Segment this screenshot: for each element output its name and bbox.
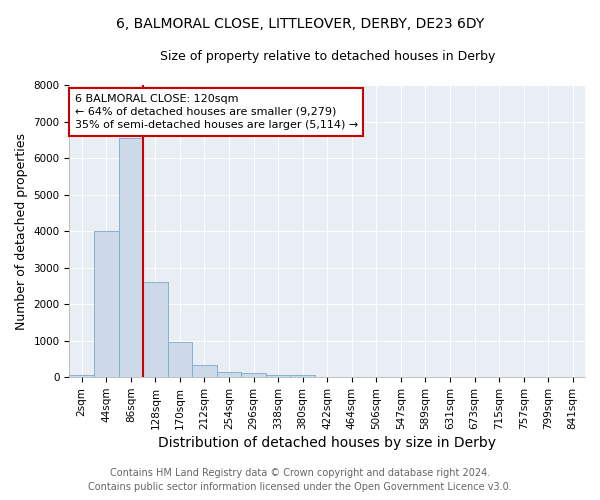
X-axis label: Distribution of detached houses by size in Derby: Distribution of detached houses by size …	[158, 436, 496, 450]
Bar	[192, 365, 217, 377]
Bar	[70, 374, 94, 377]
Bar	[167, 342, 192, 377]
Bar	[143, 282, 167, 377]
Bar	[241, 373, 266, 377]
Text: Contains HM Land Registry data © Crown copyright and database right 2024.
Contai: Contains HM Land Registry data © Crown c…	[88, 468, 512, 492]
Title: Size of property relative to detached houses in Derby: Size of property relative to detached ho…	[160, 50, 495, 63]
Y-axis label: Number of detached properties: Number of detached properties	[15, 132, 28, 330]
Bar	[266, 375, 290, 377]
Bar	[290, 375, 315, 377]
Bar	[94, 231, 119, 377]
Text: 6, BALMORAL CLOSE, LITTLEOVER, DERBY, DE23 6DY: 6, BALMORAL CLOSE, LITTLEOVER, DERBY, DE…	[116, 18, 484, 32]
Bar	[217, 372, 241, 377]
Text: 6 BALMORAL CLOSE: 120sqm
← 64% of detached houses are smaller (9,279)
35% of sem: 6 BALMORAL CLOSE: 120sqm ← 64% of detach…	[74, 94, 358, 130]
Bar	[119, 138, 143, 377]
